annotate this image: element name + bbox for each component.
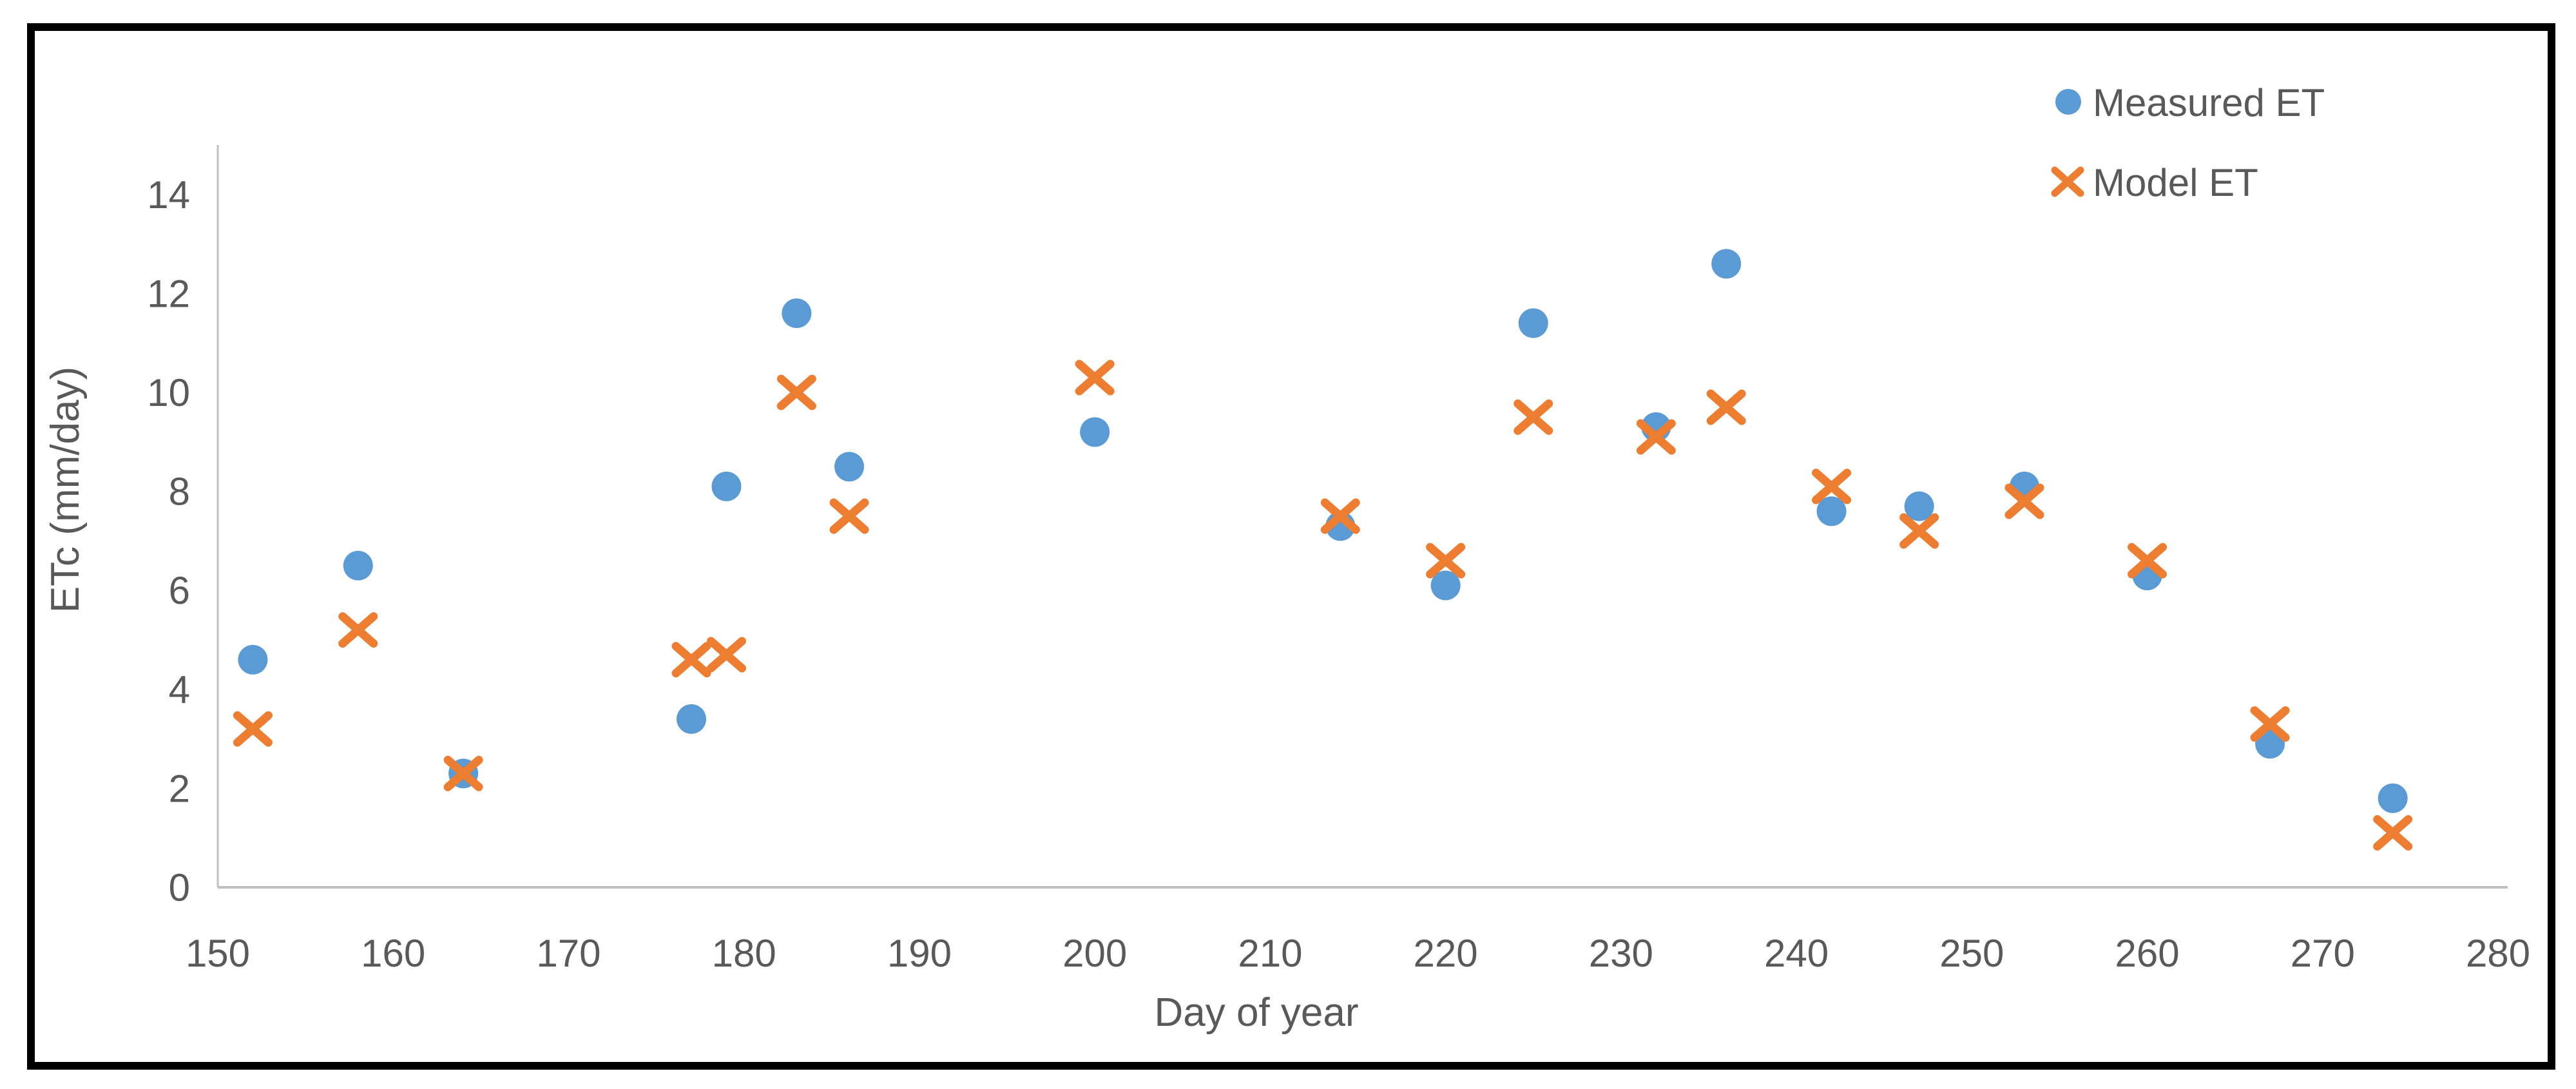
x-tick-label: 200 (1062, 932, 1127, 975)
data-point-measured (782, 298, 812, 329)
x-tick-label: 170 (536, 932, 601, 975)
legend-item-model[interactable]: Model ET (2051, 161, 2258, 204)
data-point-model (1426, 543, 1466, 579)
model-et-marker-icon (2051, 166, 2084, 197)
legend-label-measured: Measured ET (2093, 81, 2325, 124)
data-point-measured (711, 471, 742, 501)
data-point-model (338, 612, 378, 648)
data-point-model (706, 637, 746, 673)
data-point-model (2128, 543, 2167, 579)
data-point-measured (1080, 417, 1110, 447)
x-axis-tick-labels: 150 160 170 180 190 200 210 220 230 240 250 260 270 2… (186, 932, 2530, 975)
data-point-measured (1711, 249, 1742, 279)
data-point-model (1514, 399, 1553, 435)
y-tick-label: 12 (147, 272, 190, 315)
data-point-model (1812, 468, 1852, 505)
x-axis-title: Day of year (1154, 990, 1358, 1035)
data-point-model (2250, 706, 2290, 742)
data-point-model (776, 374, 816, 410)
x-tick-label: 160 (361, 932, 425, 975)
data-point-measured (1904, 491, 1934, 521)
y-tick-label: 4 (169, 668, 190, 711)
data-point-model (1636, 419, 1676, 455)
x-tick-label: 150 (186, 932, 250, 975)
y-axis-tick-labels: 0 2 4 6 8 10 12 14 (147, 173, 190, 909)
data-point-measured (1430, 570, 1461, 601)
y-tick-label: 0 (169, 866, 190, 909)
data-point-model (1075, 360, 1115, 396)
data-point-model (1320, 498, 1360, 534)
x-tick-label: 220 (1414, 932, 1478, 975)
data-point-measured (677, 704, 707, 734)
x-tick-label: 180 (712, 932, 776, 975)
data-point-model (671, 642, 711, 678)
legend-item-measured[interactable]: Measured ET (2055, 81, 2325, 124)
data-point-measured (1816, 496, 1847, 526)
legend: Measured ET Model ET (2051, 81, 2325, 204)
measured-et-marker-icon (2055, 89, 2081, 115)
data-point-model (2004, 483, 2044, 519)
y-tick-label: 2 (169, 767, 190, 810)
y-axis-title: ETc (mm/day) (43, 367, 88, 613)
x-tick-label: 270 (2291, 932, 2355, 975)
data-point-measured (343, 550, 373, 581)
data-point-model (829, 498, 869, 534)
data-point-model (1899, 513, 1939, 549)
data-point-model (233, 711, 273, 747)
data-point-measured (834, 452, 865, 482)
x-tick-label: 190 (887, 932, 952, 975)
y-tick-label: 8 (169, 470, 190, 514)
data-point-measured (2255, 729, 2285, 759)
y-tick-label: 6 (169, 569, 190, 612)
legend-label-model: Model ET (2093, 161, 2258, 204)
y-tick-label: 10 (147, 371, 190, 414)
data-point-model (1706, 389, 1746, 425)
data-point-measured (238, 644, 268, 675)
data-point-measured (1518, 308, 1548, 338)
x-tick-label: 250 (1939, 932, 2004, 975)
data-point-model (443, 755, 483, 791)
figure-border (27, 23, 2555, 1070)
series-model-et (233, 360, 2413, 851)
x-tick-label: 210 (1238, 932, 1302, 975)
x-tick-label: 280 (2466, 932, 2530, 975)
x-tick-label: 240 (1764, 932, 1829, 975)
data-point-model (2373, 815, 2413, 851)
data-point-measured (2378, 783, 2408, 813)
x-tick-label: 260 (2115, 932, 2179, 975)
y-tick-label: 14 (147, 173, 190, 217)
x-tick-label: 230 (1589, 932, 1653, 975)
